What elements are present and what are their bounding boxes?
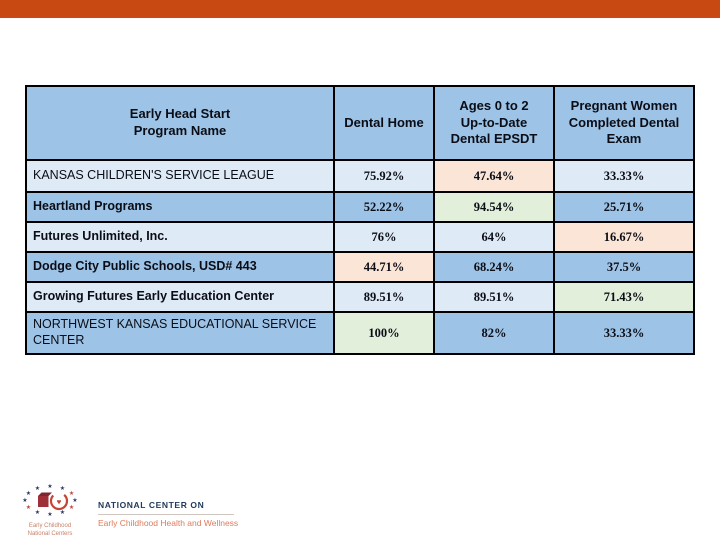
cell-program-name: Growing Futures Early Education Center (27, 283, 333, 311)
column-header-pregnant-women-exam: Pregnant Women Completed Dental Exam (555, 87, 693, 159)
svg-text:★: ★ (60, 485, 65, 492)
cell-dental-home-value: 76% (335, 223, 433, 251)
star-circle-logo-icon: ★ ★ ★ ★ ★ ★ ★ ★ ★ ★ ★ ★ ♥ (22, 483, 77, 518)
top-accent-bar (0, 0, 720, 18)
logo-caption-line2: National Centers (27, 531, 73, 538)
cell-epsdt-value: 82% (435, 313, 553, 353)
svg-text:♥: ♥ (57, 498, 62, 507)
cell-dental-home-value: 89.51% (335, 283, 433, 311)
cell-dental-home-value: 100% (335, 313, 433, 353)
cell-pregnant-exam-value: 16.67% (555, 223, 693, 251)
cell-pregnant-exam-value: 25.71% (555, 193, 693, 221)
national-center-text-block: NATIONAL CENTER ON Early Childhood Healt… (98, 500, 238, 528)
cell-dental-home-value: 52.22% (335, 193, 433, 221)
svg-text:★: ★ (47, 483, 52, 490)
svg-text:★: ★ (69, 504, 74, 511)
svg-text:★: ★ (47, 511, 52, 517)
svg-text:★: ★ (72, 497, 77, 504)
svg-text:★: ★ (69, 490, 74, 497)
svg-text:★: ★ (35, 485, 40, 492)
national-center-on-label: NATIONAL CENTER ON (98, 500, 205, 510)
column-header-program-name: Early Head Start Program Name (27, 87, 333, 159)
cell-pregnant-exam-value: 37.5% (555, 253, 693, 281)
svg-text:★: ★ (26, 490, 31, 497)
svg-text:★: ★ (60, 509, 65, 516)
footer-logo-area: ★ ★ ★ ★ ★ ★ ★ ★ ★ ★ ★ ★ ♥ Early Childhoo… (20, 483, 238, 538)
cell-dental-home-value: 75.92% (335, 161, 433, 191)
center-name-label: Early Childhood Health and Wellness (98, 518, 239, 528)
svg-text:★: ★ (26, 504, 31, 511)
early-childhood-national-centers-logo: ★ ★ ★ ★ ★ ★ ★ ★ ★ ★ ★ ★ ♥ Early Childhoo… (20, 483, 80, 538)
cell-program-name: KANSAS CHILDREN'S SERVICE LEAGUE (27, 161, 333, 191)
cell-pregnant-exam-value: 71.43% (555, 283, 693, 311)
column-header-dental-home: Dental Home (335, 87, 433, 159)
cell-epsdt-value: 64% (435, 223, 553, 251)
cell-epsdt-value: 94.54% (435, 193, 553, 221)
cell-dental-home-value: 44.71% (335, 253, 433, 281)
cell-program-name: Heartland Programs (27, 193, 333, 221)
cell-epsdt-value: 47.64% (435, 161, 553, 191)
column-header-ages-0-2-epsdt: Ages 0 to 2 Up-to-Date Dental EPSDT (435, 87, 553, 159)
cell-program-name: Futures Unlimited, Inc. (27, 223, 333, 251)
svg-text:★: ★ (22, 497, 27, 504)
footer-divider (98, 514, 234, 515)
cell-program-name: NORTHWEST KANSAS EDUCATIONAL SERVICE CEN… (27, 313, 333, 353)
cell-epsdt-value: 89.51% (435, 283, 553, 311)
svg-text:★: ★ (35, 509, 40, 516)
cell-epsdt-value: 68.24% (435, 253, 553, 281)
logo-caption-line1: Early Childhood (28, 523, 72, 529)
cell-pregnant-exam-value: 33.33% (555, 161, 693, 191)
cell-pregnant-exam-value: 33.33% (555, 313, 693, 353)
dental-metrics-table: Early Head Start Program Name Dental Hom… (25, 85, 695, 355)
cell-program-name: Dodge City Public Schools, USD# 443 (27, 253, 333, 281)
